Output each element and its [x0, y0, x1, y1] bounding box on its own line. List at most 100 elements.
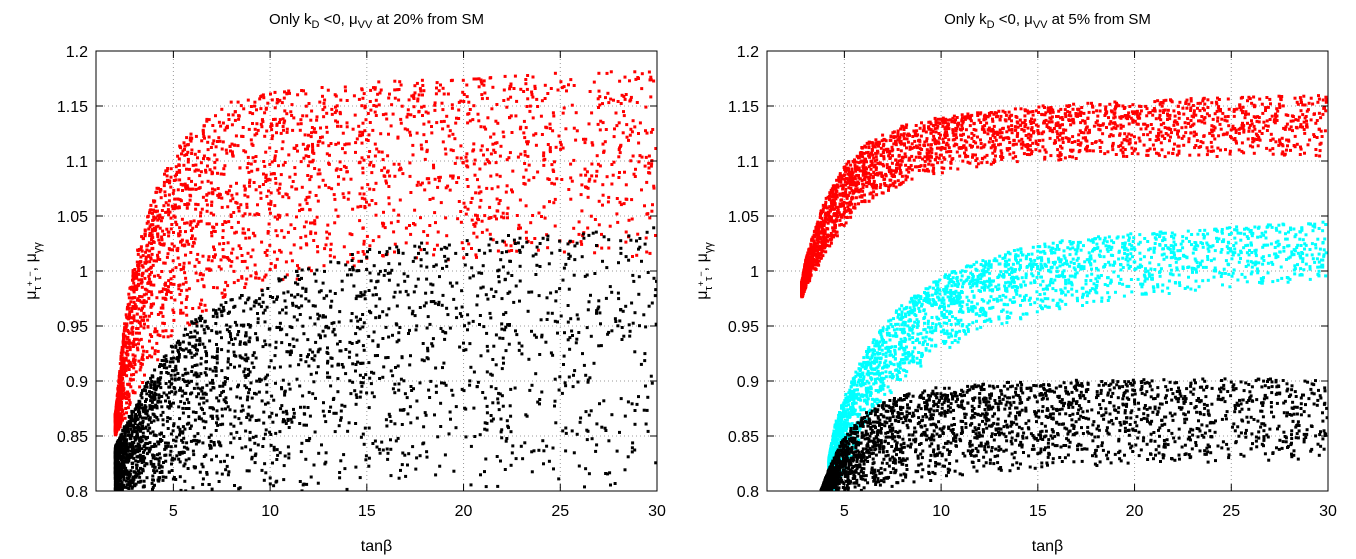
data-point	[617, 148, 621, 151]
data-point	[417, 93, 421, 97]
data-point	[207, 483, 211, 486]
data-point	[571, 334, 574, 337]
data-point	[253, 454, 257, 458]
data-point	[228, 310, 231, 314]
data-point	[482, 325, 486, 329]
data-point	[341, 192, 345, 196]
data-point	[154, 457, 157, 461]
data-point	[223, 376, 227, 380]
data-point	[424, 291, 428, 295]
data-point	[156, 349, 160, 353]
data-point	[191, 410, 195, 414]
data-point	[221, 236, 225, 239]
data-point	[201, 273, 205, 277]
data-point	[611, 173, 615, 177]
data-point	[194, 318, 198, 322]
data-point	[357, 97, 361, 101]
data-point	[455, 116, 458, 120]
data-point	[137, 342, 140, 346]
data-point	[185, 384, 189, 387]
data-point	[125, 456, 128, 460]
data-point	[182, 333, 186, 337]
data-point	[215, 414, 219, 418]
data-point	[500, 251, 504, 255]
data-point	[495, 455, 499, 458]
data-point	[358, 373, 362, 377]
data-point	[283, 90, 286, 94]
data-point	[301, 394, 305, 398]
data-point	[138, 412, 141, 416]
data-point	[585, 326, 589, 330]
data-point	[464, 155, 468, 159]
data-point	[579, 240, 583, 244]
data-point	[201, 195, 205, 199]
data-point	[154, 444, 158, 448]
data-point	[504, 243, 508, 247]
data-point	[186, 160, 190, 164]
data-point	[392, 162, 396, 166]
data-point	[291, 180, 295, 183]
data-point	[264, 106, 268, 110]
data-point	[227, 113, 231, 117]
data-point	[154, 216, 158, 220]
data-point	[137, 321, 141, 324]
data-point	[129, 341, 133, 345]
data-point	[262, 410, 266, 414]
data-point	[515, 99, 519, 103]
data-point	[268, 162, 272, 166]
data-point	[465, 178, 469, 181]
data-point	[273, 117, 277, 121]
data-point	[393, 391, 397, 395]
data-point	[391, 333, 394, 337]
data-point	[454, 405, 458, 409]
data-point	[307, 155, 311, 158]
data-point	[183, 367, 187, 371]
data-point	[312, 380, 316, 384]
data-point	[470, 218, 474, 222]
data-point	[337, 175, 340, 179]
data-point	[640, 188, 643, 192]
data-point	[181, 189, 184, 192]
data-point	[566, 338, 570, 342]
data-point	[324, 420, 328, 424]
data-point	[552, 170, 556, 173]
data-point	[205, 193, 209, 197]
data-point	[332, 327, 336, 331]
data-point	[304, 290, 308, 293]
data-point	[330, 107, 334, 111]
data-point	[173, 457, 177, 461]
data-point	[207, 135, 211, 139]
data-point	[155, 259, 158, 263]
data-point	[398, 326, 402, 329]
data-point	[295, 318, 299, 322]
data-point	[187, 341, 191, 345]
data-point	[170, 469, 174, 472]
data-point	[318, 172, 322, 176]
data-point	[393, 250, 396, 254]
data-point	[328, 232, 331, 236]
data-point	[123, 468, 127, 472]
data-point	[228, 325, 232, 329]
data-point	[264, 180, 268, 183]
data-point	[252, 304, 256, 308]
data-point	[151, 263, 155, 267]
data-point	[263, 308, 267, 312]
data-point	[333, 292, 337, 295]
data-point	[140, 447, 143, 451]
data-point	[584, 173, 588, 177]
data-point	[149, 460, 153, 463]
data-point	[648, 251, 652, 255]
data-point	[200, 180, 204, 184]
data-point	[389, 221, 393, 225]
data-point	[240, 404, 244, 408]
data-point	[212, 226, 216, 229]
data-point	[399, 117, 403, 121]
data-point	[382, 174, 386, 178]
data-point	[249, 255, 253, 259]
data-point	[213, 129, 217, 133]
data-point	[615, 124, 619, 128]
data-point	[259, 378, 263, 382]
data-point	[448, 326, 452, 330]
data-point	[197, 402, 201, 406]
data-point	[523, 136, 527, 140]
